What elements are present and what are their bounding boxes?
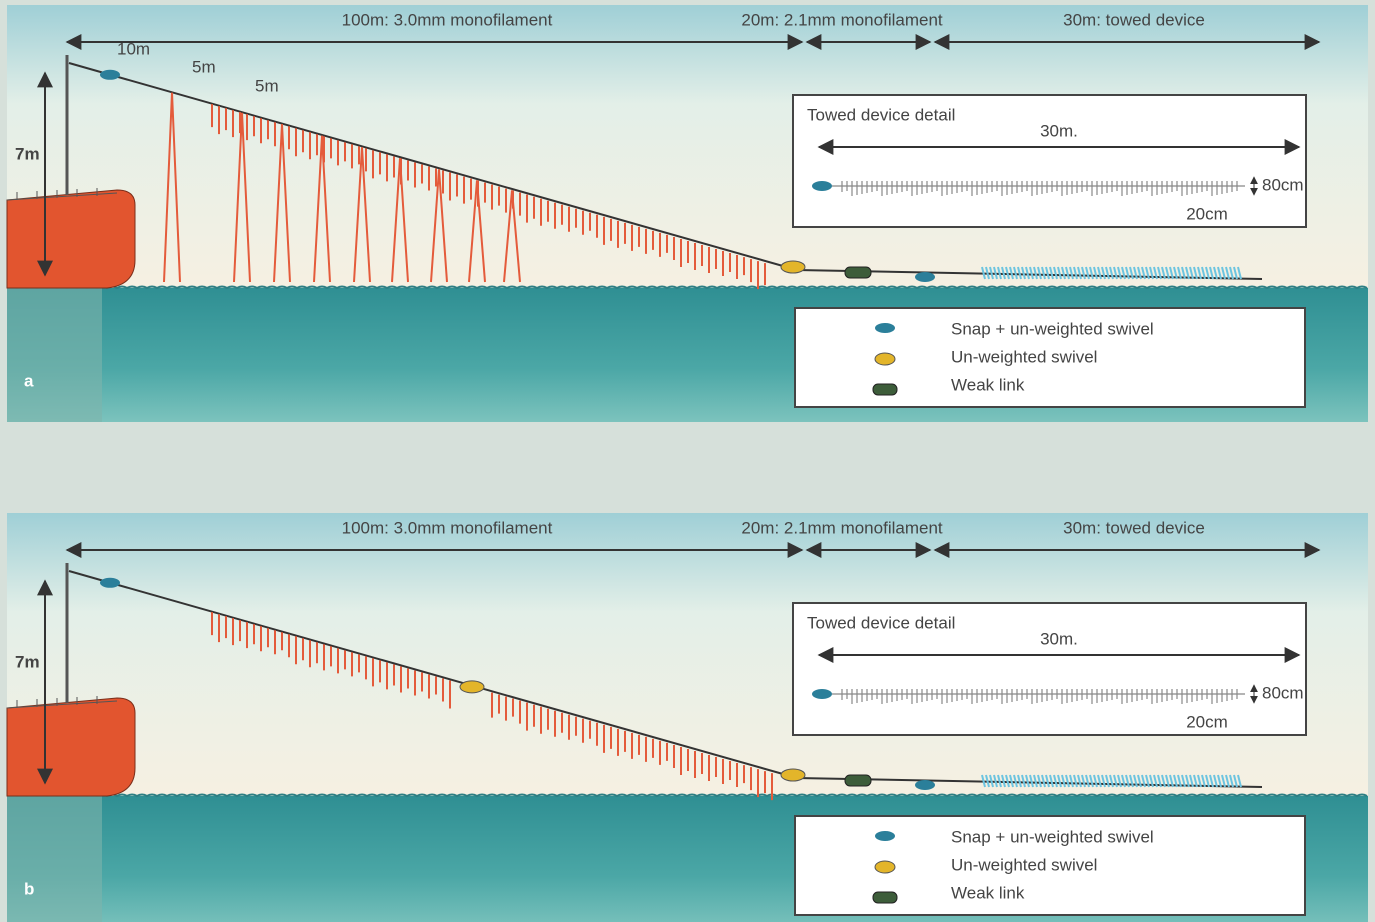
legend-icon <box>872 383 898 396</box>
snap <box>100 69 120 80</box>
legend-icon <box>875 831 895 841</box>
legend-icon <box>874 352 896 366</box>
height-label: 7m <box>15 144 40 163</box>
streamers <box>211 104 766 290</box>
legend-label: Snap + un-weighted swivel <box>951 827 1154 846</box>
tori-lines <box>163 92 521 283</box>
legend-label: Un-weighted swivel <box>951 855 1097 874</box>
snap <box>100 577 120 588</box>
detail-title: Towed device detail <box>807 105 955 124</box>
segment-label: 30m: towed device <box>1063 518 1205 537</box>
swivel <box>780 768 806 782</box>
legend-label: Un-weighted swivel <box>951 347 1097 366</box>
detail-depth: 80cm <box>1262 175 1304 194</box>
segment-label: 30m: towed device <box>1063 10 1205 29</box>
detail-depth: 80cm <box>1262 683 1304 702</box>
snap <box>915 272 935 282</box>
segment-label: 20m: 2.1mm monofilament <box>741 518 943 537</box>
segment-label: 100m: 3.0mm monofilament <box>342 518 553 537</box>
detail-device <box>832 689 1245 704</box>
height-label: 7m <box>15 652 40 671</box>
snap <box>915 780 935 790</box>
segment-label: 100m: 3.0mm monofilament <box>342 10 553 29</box>
panel-label: a <box>24 371 34 390</box>
panel: 7m 100m: 3.0mm monofilament 20m: 2.1mm mon… <box>6 5 1368 422</box>
legend-label: Weak link <box>951 375 1025 394</box>
panel-label: b <box>24 879 34 898</box>
swivel <box>780 260 806 274</box>
spacing-label: 5m <box>255 76 279 95</box>
hull <box>6 697 136 797</box>
detail-title: Towed device detail <box>807 613 955 632</box>
streamers <box>211 612 773 801</box>
detail-length: 30m. <box>1040 629 1078 648</box>
legend-icon <box>872 891 898 904</box>
legend-icon <box>874 860 896 874</box>
towed-device <box>981 266 1242 280</box>
detail-gap: 20cm <box>1186 204 1228 223</box>
hull <box>6 189 136 289</box>
detail-gap: 20cm <box>1186 712 1228 731</box>
dock <box>7 796 102 922</box>
snap <box>812 181 832 191</box>
snap <box>812 689 832 699</box>
segment-label: 20m: 2.1mm monofilament <box>741 10 943 29</box>
spacing-label: 10m <box>117 39 150 58</box>
weak-link <box>844 774 872 787</box>
weak-link <box>844 266 872 279</box>
towed-device <box>981 774 1242 788</box>
waves <box>6 285 1368 290</box>
detail-box <box>792 602 1307 736</box>
spacing-label: 5m <box>192 57 216 76</box>
swivel <box>459 680 485 694</box>
legend-icon <box>875 323 895 333</box>
detail-length: 30m. <box>1040 121 1078 140</box>
panel: 7m 100m: 3.0mm monofilament 20m: 2.1mm mon… <box>6 513 1368 922</box>
waves <box>6 793 1368 798</box>
legend-label: Weak link <box>951 883 1025 902</box>
dock <box>7 288 102 422</box>
detail-device <box>832 181 1245 196</box>
detail-box <box>792 94 1307 228</box>
legend-label: Snap + un-weighted swivel <box>951 319 1154 338</box>
